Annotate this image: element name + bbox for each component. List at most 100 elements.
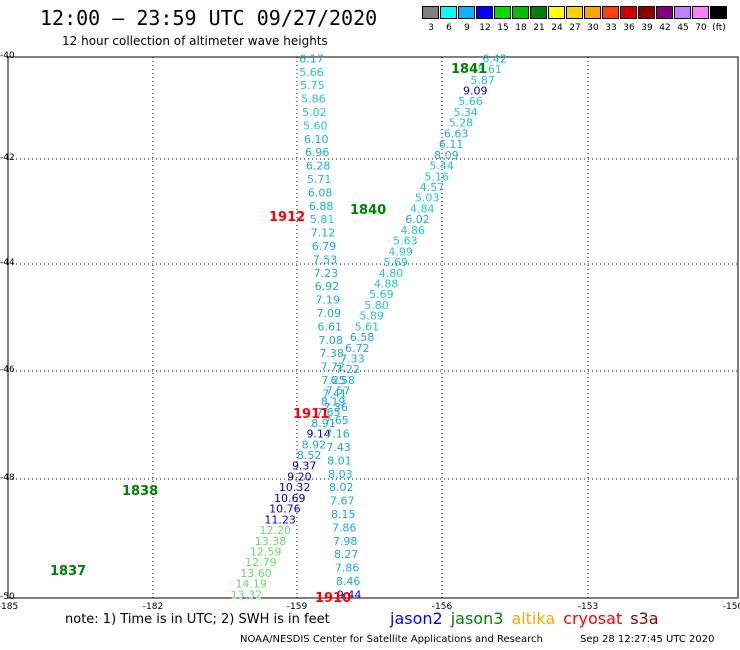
wave-height-value: 6.58 bbox=[331, 374, 356, 387]
colorbar-swatch bbox=[620, 6, 637, 19]
wave-height-value: 8.09 bbox=[434, 149, 459, 162]
wave-height-value: 6.72 bbox=[345, 342, 370, 355]
legend-cryosat: cryosat bbox=[563, 609, 623, 628]
wave-height-value: 13.60 bbox=[240, 567, 272, 580]
wave-height-value: 6.10 bbox=[304, 133, 329, 146]
wave-height-value: 8.46 bbox=[336, 575, 361, 588]
longitude-label: -159 bbox=[286, 602, 308, 612]
wave-height-value: 5.66 bbox=[458, 95, 483, 108]
latitude-label: -46 bbox=[0, 365, 15, 375]
latitude-label: -48 bbox=[0, 473, 15, 483]
wave-height-value: 8.92 bbox=[302, 438, 327, 451]
colorbar-tick-label: 6 bbox=[446, 23, 452, 33]
pass-time-label: 1838 bbox=[122, 484, 158, 499]
wave-height-value: 5.75 bbox=[300, 79, 325, 92]
colorbar-swatch bbox=[548, 6, 565, 19]
wave-height-value: 8.15 bbox=[331, 508, 356, 521]
pass-time-label: 1911 bbox=[293, 407, 329, 422]
wave-height-value: 5.44 bbox=[429, 160, 454, 173]
colorbar-swatch bbox=[638, 6, 655, 19]
wave-height-value: 7.72 bbox=[320, 361, 345, 374]
wave-height-value: 7.19 bbox=[316, 294, 341, 307]
legend-altika: altika bbox=[511, 609, 556, 628]
latitude-label: -50 bbox=[0, 592, 15, 602]
wave-height-value: 7.12 bbox=[311, 227, 336, 240]
wave-height-value: 9.44 bbox=[337, 588, 362, 601]
wave-height-value: 7.57 bbox=[326, 385, 351, 398]
wave-height-value: 7.41 bbox=[322, 387, 347, 400]
wave-height-value: 5.87 bbox=[470, 74, 495, 87]
wave-height-value: 8.52 bbox=[297, 449, 322, 462]
colorbar-swatch bbox=[656, 6, 673, 19]
wave-height-value: 4.57 bbox=[420, 181, 445, 194]
credit-line: NOAA/NESDIS Center for Satellite Applica… bbox=[240, 634, 543, 645]
units-note: note: 1) Time is in UTC; 2) SWH is in fe… bbox=[65, 612, 330, 627]
pass-time-label: 1840 bbox=[350, 203, 386, 218]
wave-height-value: 8.03 bbox=[328, 468, 353, 481]
wave-height-value: 6.08 bbox=[308, 186, 333, 199]
wave-height-value: 4.86 bbox=[400, 224, 425, 237]
wave-height-value: 9.09 bbox=[463, 85, 488, 98]
wave-height-value: 7.67 bbox=[330, 495, 355, 508]
wave-height-value: 6.63 bbox=[444, 127, 469, 140]
colorbar-swatch bbox=[512, 6, 529, 19]
map-subtitle: 12 hour collection of altimeter wave hei… bbox=[62, 34, 328, 48]
colorbar-swatch bbox=[692, 6, 709, 19]
wave-height-value: 6.79 bbox=[312, 240, 337, 253]
colorbar-tick-label: (ft) bbox=[712, 23, 726, 33]
legend-jason3: jason3 bbox=[450, 609, 504, 628]
wave-height-value: 12.79 bbox=[245, 556, 277, 569]
colorbar-swatch bbox=[476, 6, 493, 19]
colorbar-tick-label: 18 bbox=[515, 23, 527, 33]
wave-height-value: 5.71 bbox=[307, 173, 332, 186]
wave-height-value: 5.80 bbox=[364, 299, 389, 312]
wave-height-value: 5.69 bbox=[369, 288, 394, 301]
wave-height-value: 5.61 bbox=[478, 63, 503, 76]
wave-height-value: 7.86 bbox=[335, 562, 360, 575]
longitude-label: -156 bbox=[431, 602, 453, 612]
colorbar-tick-label: 39 bbox=[641, 23, 653, 33]
pass-time-label: 1912 bbox=[269, 210, 305, 225]
wave-height-value: 10.76 bbox=[269, 503, 301, 516]
colorbar-swatch bbox=[710, 6, 727, 19]
wave-height-value: 8.27 bbox=[334, 548, 359, 561]
track-jason3-1838: 9.379.2010.3210.6910.7611.2312.2013.3812… bbox=[122, 460, 316, 570]
wave-height-value: 6.61 bbox=[318, 320, 343, 333]
wave-height-value: 6.96 bbox=[305, 146, 330, 159]
wave-height-value: 4.80 bbox=[379, 267, 404, 280]
pass-time-label: 1837 bbox=[50, 564, 86, 579]
wave-height-value: 6.02 bbox=[405, 213, 430, 226]
colorbar-swatch bbox=[530, 6, 547, 19]
wave-height-value: 7.38 bbox=[319, 347, 344, 360]
wave-height-value: 4.99 bbox=[388, 245, 413, 258]
colorbar-tick-label: 42 bbox=[659, 23, 671, 33]
wave-height-value: 7.86 bbox=[332, 521, 357, 534]
wave-height-value: 12.59 bbox=[250, 546, 282, 559]
wave-height-value: 7.08 bbox=[318, 334, 343, 347]
colorbar-swatch bbox=[602, 6, 619, 19]
colorbar-tick-label: 70 bbox=[695, 23, 707, 33]
wave-height-value: 4.88 bbox=[374, 278, 399, 291]
longitude-label: -182 bbox=[142, 602, 164, 612]
wave-height-value: 5.81 bbox=[310, 213, 335, 226]
pass-time-label: 1910 bbox=[315, 591, 351, 606]
colorbar-tick-label: 30 bbox=[587, 23, 599, 33]
track-jason3-1841: 6.425.615.879.095.665.345.286.636.118.09… bbox=[400, 52, 506, 237]
wave-height-value: 11.23 bbox=[264, 513, 296, 526]
wave-height-value: 10.69 bbox=[274, 492, 306, 505]
wave-height-value: 4.84 bbox=[410, 202, 435, 215]
pass-time-label: 1841 bbox=[451, 62, 487, 77]
colorbar-tick-label: 27 bbox=[569, 23, 581, 33]
wave-height-value: 5.63 bbox=[393, 235, 418, 248]
colorbar-tick-label: 33 bbox=[605, 23, 617, 33]
wave-height-value: 5.02 bbox=[302, 106, 327, 119]
wave-height-value: 13.38 bbox=[255, 535, 287, 548]
track-jason3-1840: 5.634.995.694.804.885.695.805.895.616.58… bbox=[297, 203, 418, 462]
longitude-label: -153 bbox=[577, 602, 599, 612]
wave-height-value: 12.20 bbox=[260, 524, 292, 537]
wave-height-value: 5.86 bbox=[301, 93, 326, 106]
wave-height-value: 10.32 bbox=[279, 481, 311, 494]
